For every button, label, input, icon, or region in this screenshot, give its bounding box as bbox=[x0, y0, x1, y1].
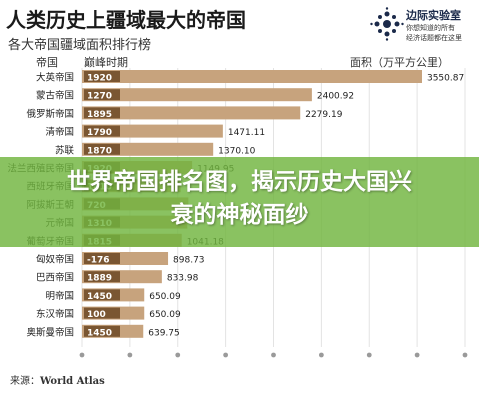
category-label: 巴西帝国 bbox=[36, 272, 74, 284]
category-label: 大英帝国 bbox=[36, 72, 74, 84]
peak-year-label: 1895 bbox=[87, 110, 112, 120]
category-label: 苏联 bbox=[55, 144, 75, 156]
x-tick-dot bbox=[175, 352, 181, 358]
peak-year-label: -176 bbox=[87, 256, 110, 266]
x-tick-dot bbox=[223, 352, 229, 358]
peak-year-box bbox=[84, 271, 120, 283]
peak-year-label: 1889 bbox=[87, 274, 112, 284]
peak-year-box bbox=[84, 289, 120, 301]
peak-year-label: 1790 bbox=[87, 128, 112, 138]
x-tick-dot bbox=[462, 352, 468, 358]
x-tick-dot bbox=[271, 352, 276, 358]
logo-tagline-1: 你想知道的所有 bbox=[406, 24, 455, 32]
peak-year-box bbox=[84, 253, 120, 264]
value-label: 3550.87 bbox=[427, 74, 464, 84]
logo-dots-icon bbox=[370, 7, 404, 41]
category-label: 明帝国 bbox=[45, 290, 74, 302]
category-label: 蒙古帝国 bbox=[36, 90, 74, 102]
source-prefix: 来源： bbox=[10, 376, 40, 387]
banner-line-1: 世界帝国排名图，揭示历史大国兴 bbox=[67, 169, 412, 195]
chart-title: 人类历史上疆域最大的帝国 bbox=[6, 8, 246, 32]
source-note: 来源：World Atlas bbox=[10, 372, 105, 387]
column-header-empire: 帝国 bbox=[36, 56, 58, 69]
x-tick-dot bbox=[127, 352, 133, 358]
peak-year-box bbox=[84, 325, 120, 337]
value-label: 2400.92 bbox=[317, 92, 354, 102]
category-label: 奥斯曼帝国 bbox=[26, 326, 74, 338]
value-label: 650.09 bbox=[149, 310, 181, 320]
overlay-banner bbox=[0, 157, 479, 247]
value-label: 639.75 bbox=[148, 328, 180, 338]
peak-year-label: 1270 bbox=[87, 92, 112, 102]
banner-headline: 世界帝国排名图，揭示历史大国兴 衰的神秘面纱 bbox=[14, 166, 465, 232]
peak-year-label: 1870 bbox=[87, 146, 112, 156]
category-label: 俄罗斯帝国 bbox=[26, 108, 74, 120]
value-label: 833.98 bbox=[167, 274, 199, 284]
category-label: 匈奴帝国 bbox=[36, 254, 74, 266]
bar bbox=[82, 70, 422, 83]
x-tick-dot bbox=[79, 352, 85, 358]
logo-name: 边际实验室 bbox=[406, 9, 461, 22]
source-name: World Atlas bbox=[40, 376, 105, 387]
chart-subtitle: 各大帝国疆域面积排行榜 bbox=[8, 38, 152, 53]
peak-year-label: 1920 bbox=[87, 74, 112, 84]
value-label: 650.09 bbox=[149, 292, 181, 302]
value-label: 1370.10 bbox=[218, 146, 255, 156]
category-label: 清帝国 bbox=[45, 126, 74, 138]
peak-year-box bbox=[84, 71, 120, 82]
category-label: 东汉帝国 bbox=[36, 308, 74, 320]
bar bbox=[82, 106, 301, 120]
peak-year-box bbox=[84, 125, 120, 137]
peak-year-box bbox=[84, 107, 120, 119]
brand-logo: 边际实验室 你想知道的所有 经济话题都在这里 bbox=[368, 5, 478, 50]
x-tick-dot bbox=[414, 352, 420, 358]
value-label: 1471.11 bbox=[228, 128, 265, 138]
column-header-area: 面积（万平方公里） bbox=[350, 56, 449, 69]
peak-year-label: 1450 bbox=[87, 292, 112, 302]
peak-year-box bbox=[84, 143, 120, 155]
value-label: 2279.19 bbox=[305, 110, 342, 120]
value-label: 898.73 bbox=[173, 256, 205, 266]
peak-year-box bbox=[84, 307, 120, 319]
peak-year-label: 1450 bbox=[87, 328, 112, 338]
banner-line-2: 衰的神秘面纱 bbox=[170, 202, 309, 228]
bar bbox=[82, 88, 312, 102]
x-tick-dot bbox=[366, 352, 372, 358]
column-header-peak: 巅峰时期 bbox=[84, 56, 128, 69]
x-tick-dot bbox=[318, 352, 324, 358]
peak-year-label: 100 bbox=[87, 310, 106, 320]
logo-tagline-2: 经济话题都在这里 bbox=[406, 34, 462, 42]
peak-year-box bbox=[84, 89, 120, 101]
